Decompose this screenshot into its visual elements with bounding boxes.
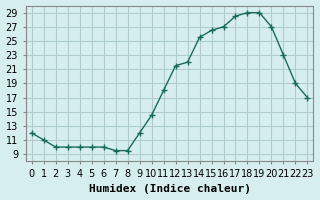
- X-axis label: Humidex (Indice chaleur): Humidex (Indice chaleur): [89, 184, 251, 194]
